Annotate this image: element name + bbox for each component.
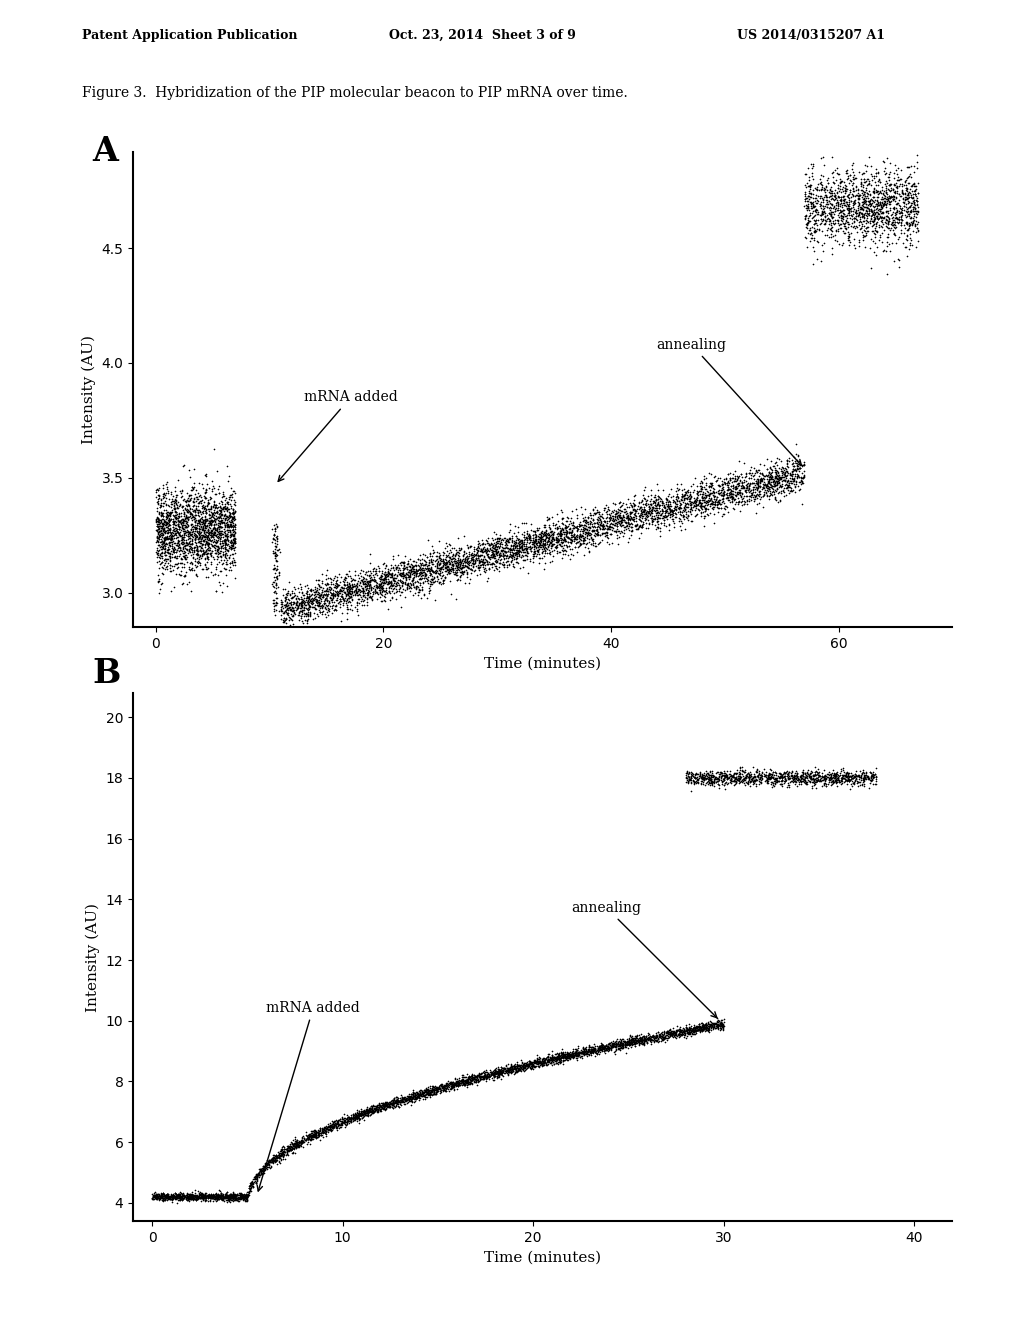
Text: Oct. 23, 2014  Sheet 3 of 9: Oct. 23, 2014 Sheet 3 of 9 bbox=[389, 29, 575, 42]
Text: annealing: annealing bbox=[656, 338, 802, 466]
Text: US 2014/0315207 A1: US 2014/0315207 A1 bbox=[737, 29, 886, 42]
X-axis label: Time (minutes): Time (minutes) bbox=[484, 656, 601, 671]
Text: A: A bbox=[92, 135, 118, 168]
X-axis label: Time (minutes): Time (minutes) bbox=[484, 1250, 601, 1265]
Text: annealing: annealing bbox=[571, 900, 717, 1018]
Text: mRNA added: mRNA added bbox=[279, 391, 397, 482]
Text: Patent Application Publication: Patent Application Publication bbox=[82, 29, 297, 42]
Y-axis label: Intensity (AU): Intensity (AU) bbox=[82, 335, 96, 444]
Text: B: B bbox=[92, 657, 121, 690]
Text: mRNA added: mRNA added bbox=[257, 1001, 360, 1191]
Y-axis label: Intensity (AU): Intensity (AU) bbox=[86, 903, 100, 1011]
Text: Figure 3.  Hybridization of the PIP molecular beacon to PIP mRNA over time.: Figure 3. Hybridization of the PIP molec… bbox=[82, 86, 628, 100]
